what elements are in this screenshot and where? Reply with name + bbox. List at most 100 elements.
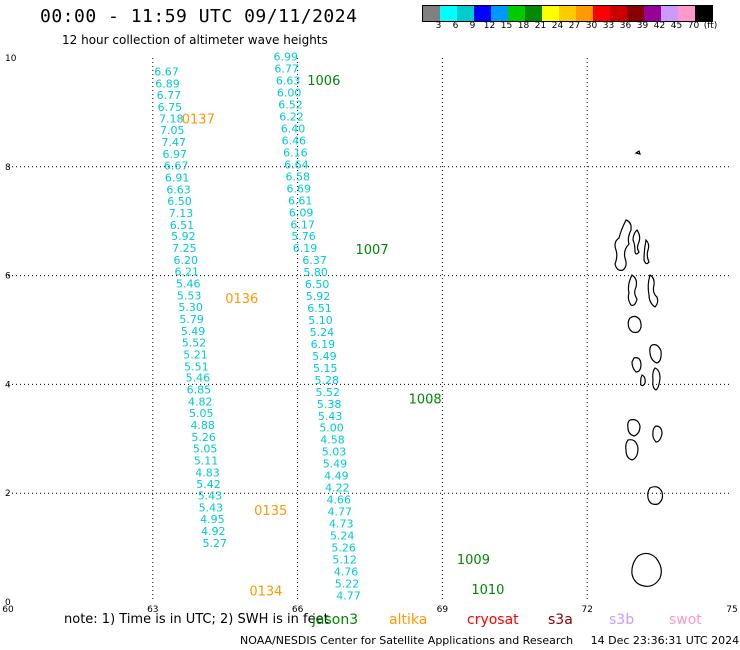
legend-swatch <box>593 6 610 21</box>
legend-swatch <box>491 6 508 21</box>
legend-swatch <box>627 6 644 21</box>
satellite-name: altika <box>389 612 428 628</box>
wave-height-value: 5.10 <box>308 314 333 327</box>
wave-height-value: 4.22 <box>325 482 350 495</box>
wave-height-value: 5.76 <box>291 230 316 243</box>
wave-height-value: 5.28 <box>314 374 339 387</box>
wave-height-value: 6.20 <box>174 254 199 267</box>
wave-height-value: 5.51 <box>184 360 209 373</box>
color-scale-legend <box>422 5 713 22</box>
legend-label: 18 <box>517 21 530 31</box>
wave-height-value: 5.05 <box>189 407 214 420</box>
wave-height-value: 6.09 <box>289 206 314 219</box>
pass-number-label: 0137 <box>182 112 215 127</box>
satellite-name: s3b <box>609 612 635 628</box>
legend-swatch <box>695 6 712 21</box>
pass-number-label: 1010 <box>471 583 504 598</box>
wave-height-value: 6.63 <box>166 183 191 196</box>
wave-height-values: 6.676.896.776.757.187.057.476.976.676.91… <box>154 51 360 603</box>
pass-number-label: 0134 <box>249 584 282 599</box>
wave-height-value: 6.16 <box>283 146 308 159</box>
wave-height-value: 6.46 <box>282 134 307 147</box>
wave-height-value: 4.77 <box>328 506 353 519</box>
coastline-island <box>649 344 662 364</box>
wave-height-value: 5.43 <box>198 490 223 503</box>
wave-height-value: 5.15 <box>313 362 338 375</box>
wave-height-value: 5.43 <box>199 502 224 515</box>
legend-swatch <box>559 6 576 21</box>
chart-grid <box>8 58 732 602</box>
y-tick-label: 10 <box>5 54 17 64</box>
wave-height-value: 5.26 <box>331 541 356 554</box>
x-tick-label: 75 <box>726 605 737 615</box>
wave-height-value: 5.43 <box>318 410 343 423</box>
wave-height-value: 6.21 <box>175 266 200 279</box>
y-tick-label: 4 <box>5 380 11 390</box>
coastline-island <box>631 552 662 587</box>
x-tick-label: 72 <box>581 605 592 615</box>
wave-height-value: 5.92 <box>306 290 331 303</box>
wave-height-value: 6.37 <box>302 254 327 267</box>
coastline-island <box>632 229 641 255</box>
legend-swatch <box>440 6 457 21</box>
wave-height-value: 5.27 <box>203 537 228 550</box>
legend-swatch <box>610 6 627 21</box>
wave-height-value: 5.26 <box>191 431 216 444</box>
coastline-island <box>625 439 639 461</box>
page-subtitle: 12 hour collection of altimeter wave hei… <box>62 33 328 47</box>
wave-height-value: 6.75 <box>158 101 183 114</box>
wave-height-value: 4.83 <box>195 466 220 479</box>
x-tick-label: 60 <box>2 605 14 615</box>
legend-label: 45 <box>670 21 683 31</box>
legend-swatch <box>661 6 678 21</box>
wave-height-value: 6.51 <box>170 219 195 232</box>
wave-height-value: 4.76 <box>334 565 359 578</box>
wave-height-value: 6.40 <box>281 123 306 136</box>
wave-height-value: 6.52 <box>278 99 303 112</box>
wave-height-value: 4.92 <box>201 525 226 538</box>
wave-height-value: 6.51 <box>307 302 332 315</box>
wave-height-value: 6.61 <box>288 194 313 207</box>
wave-height-value: 6.97 <box>162 148 187 161</box>
credit-text: NOAA/NESDIS Center for Satellite Applica… <box>240 634 574 647</box>
track-labels: 1006 0137 1007 0136 1008 0135 1009 0134 1010 <box>182 74 505 599</box>
coastline-island <box>614 219 632 271</box>
coastline-island <box>643 238 650 265</box>
coastline-island <box>652 367 661 391</box>
pass-number-label: 0136 <box>225 292 258 307</box>
legend-swatch <box>474 6 491 21</box>
y-tick-label: 6 <box>5 272 11 282</box>
legend-label: (ft) <box>703 21 718 31</box>
coastline-island <box>627 274 638 306</box>
legend-label: 24 <box>551 21 564 31</box>
wave-height-value: 6.69 <box>286 182 311 195</box>
coastline-island <box>647 486 664 505</box>
wave-height-value: 6.50 <box>305 278 330 291</box>
y-tick-label: 0 <box>5 598 11 608</box>
page-title: 00:00 - 11:59 UTC 09/11/2024 <box>40 6 358 27</box>
coastline-island <box>647 274 659 308</box>
wave-height-value: 7.47 <box>161 136 186 149</box>
satellite-name: s3a <box>548 612 573 628</box>
wave-height-value: 5.49 <box>181 325 206 338</box>
legend-swatch <box>678 6 695 21</box>
legend-swatch <box>508 6 525 21</box>
legend-swatch <box>525 6 542 21</box>
wave-height-value: 6.58 <box>286 170 311 183</box>
wave-height-value: 5.79 <box>179 313 204 326</box>
wave-height-value: 5.03 <box>322 446 347 459</box>
wave-height-value: 6.67 <box>154 65 179 78</box>
wave-height-value: 6.19 <box>311 338 336 351</box>
wave-height-value: 4.95 <box>200 513 225 526</box>
wave-height-value: 5.49 <box>312 350 337 363</box>
timestamp-text: 14 Dec 23:36:31 UTC 2024 <box>590 634 740 647</box>
wave-height-value: 4.77 <box>336 589 361 602</box>
legend-swatch <box>542 6 559 21</box>
wave-height-value: 5.46 <box>176 278 201 291</box>
legend-label: 70 <box>687 21 700 31</box>
coastline-map <box>614 150 664 587</box>
wave-height-value: 6.50 <box>167 195 192 208</box>
wave-height-value: 4.73 <box>329 517 354 530</box>
satellite-name: jason3 <box>312 612 359 628</box>
